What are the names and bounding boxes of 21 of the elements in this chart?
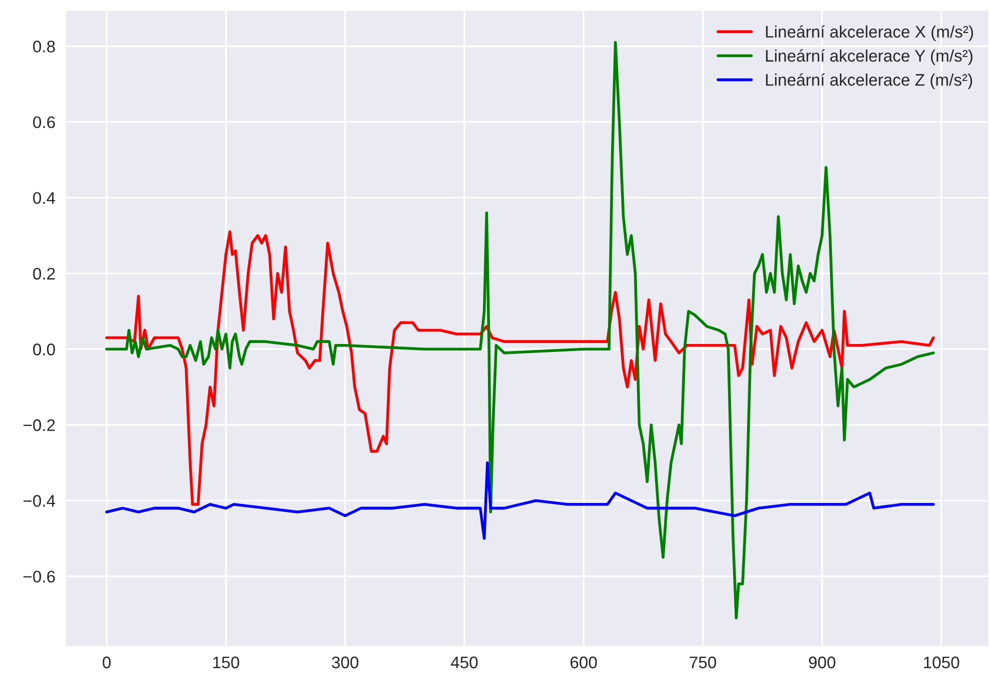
x-tick-label: 150 bbox=[213, 656, 240, 668]
y-tick-label: −0.6 bbox=[24, 570, 55, 583]
x-tick-label: 600 bbox=[570, 656, 597, 668]
line-series bbox=[105, 230, 935, 506]
y-tick-label: −0.2 bbox=[24, 419, 55, 432]
x-tick-label: 450 bbox=[450, 656, 478, 668]
y-tick-label: 0.8 bbox=[33, 40, 55, 52]
x-tick-label: 0 bbox=[102, 656, 111, 668]
x-tick-label: 1050 bbox=[924, 656, 960, 668]
line-series bbox=[105, 461, 935, 540]
y-tick-label: 0.2 bbox=[33, 268, 55, 280]
legend-label: Lineární akcelerace Z (m/s²) bbox=[766, 73, 972, 90]
y-tick-label: 0.0 bbox=[33, 344, 55, 356]
x-tick-label: 900 bbox=[808, 656, 836, 668]
legend-label: Lineární akcelerace Y (m/s²) bbox=[766, 49, 972, 66]
y-tick-label: 0.6 bbox=[33, 116, 55, 128]
y-tick-label: −0.4 bbox=[24, 495, 56, 507]
y-tick-label: 0.4 bbox=[33, 192, 56, 204]
x-tick-label: 300 bbox=[332, 656, 358, 668]
legend-label: Lineární akcelerace X (m/s²) bbox=[766, 25, 973, 41]
x-tick-label: 750 bbox=[690, 656, 716, 668]
